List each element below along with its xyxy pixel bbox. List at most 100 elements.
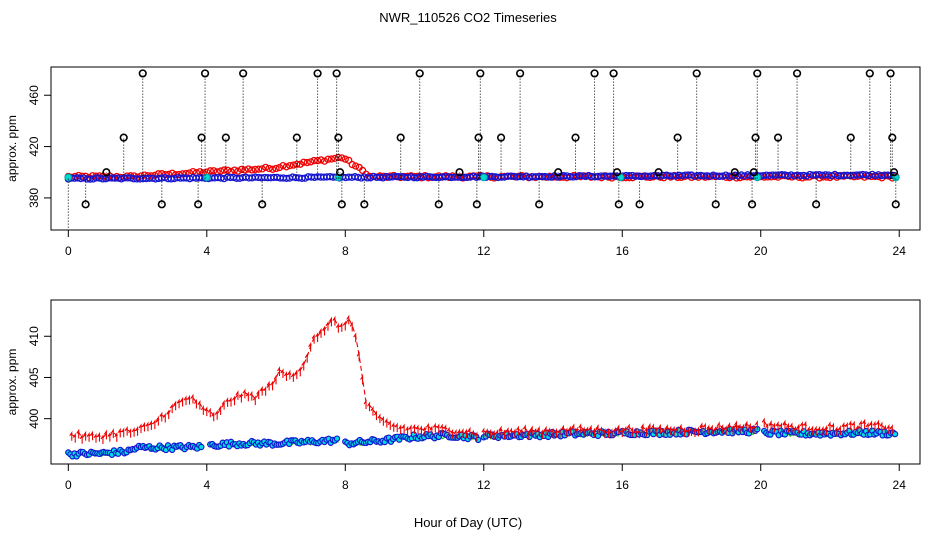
raw-sample-point — [571, 133, 580, 142]
x-tick-label: 0 — [65, 244, 72, 258]
ambient-mark — [605, 428, 609, 438]
ambient-mark — [578, 423, 582, 433]
ambient-mark — [439, 423, 443, 434]
ambient-mark — [446, 426, 450, 437]
ambient-mark — [820, 425, 824, 436]
ambient-mark — [564, 427, 568, 438]
ambient-point — [300, 158, 308, 166]
x-tick-label: 0 — [65, 478, 72, 492]
reference-point — [479, 173, 488, 182]
raw-sample-point — [865, 69, 874, 78]
ambient-mark — [259, 385, 263, 396]
ambient-point — [268, 165, 277, 173]
ambient-mark — [709, 424, 713, 435]
ambient-mark — [363, 399, 367, 410]
ambient-point — [324, 155, 332, 163]
ambient-mark — [398, 424, 402, 435]
ambient-point — [338, 154, 346, 162]
ambient-mark — [834, 426, 838, 436]
ambient-mark — [796, 423, 800, 434]
raw-sample-point — [197, 133, 206, 142]
ambient-mark — [214, 409, 218, 420]
x-tick-label: 20 — [754, 244, 768, 258]
ambient-mark — [131, 426, 135, 437]
ambient-mark — [197, 399, 201, 410]
raw-sample-point — [711, 200, 720, 209]
ambient-mark — [695, 426, 699, 437]
reference-point — [202, 173, 211, 182]
ambient-mark — [855, 424, 859, 435]
raw-sample-point — [239, 69, 248, 78]
ambient-point — [178, 170, 187, 178]
ambient-mark — [290, 372, 294, 382]
ambient-mark — [287, 369, 291, 380]
y-tick-label: 400 — [27, 408, 41, 428]
y-tick-label: 405 — [27, 367, 41, 387]
ambient-mark — [515, 425, 519, 436]
x-tick-label: 24 — [893, 478, 907, 492]
ambient-mark — [768, 420, 772, 430]
ambient-point — [345, 156, 353, 164]
ambient-mark — [166, 409, 170, 420]
ambient-mark — [349, 321, 353, 332]
ambient-point — [251, 165, 259, 174]
raw-sample-point — [792, 69, 802, 78]
ambient-mark — [100, 434, 104, 445]
raw-sample-point — [476, 69, 485, 78]
y-tick-label: 460 — [27, 85, 41, 105]
ambient-mark — [844, 421, 848, 432]
ambient-mark — [543, 425, 547, 436]
ambient-mark — [851, 420, 855, 431]
ambient-mark — [72, 432, 76, 443]
ambient-mark — [277, 366, 281, 376]
ambient-mark — [412, 423, 416, 434]
ambient-mark — [266, 380, 270, 391]
ambient-mark — [418, 425, 422, 436]
ambient-mark — [623, 425, 627, 436]
raw-sample-point — [335, 168, 345, 177]
ambient-mark — [138, 423, 142, 434]
raw-sample-point — [313, 69, 322, 78]
x-tick-label: 20 — [754, 478, 768, 492]
raw-sample-point — [747, 200, 757, 209]
ambient-mark — [872, 420, 876, 431]
raw-sample-point — [119, 133, 128, 142]
raw-sample-point — [590, 69, 599, 78]
calibrated-point — [333, 435, 341, 442]
ambient-mark — [616, 424, 620, 435]
ambient-mark — [706, 424, 710, 435]
ambient-point — [237, 165, 246, 174]
ambient-mark — [806, 425, 810, 436]
ambient-mark — [218, 405, 222, 416]
ambient-mark — [242, 388, 246, 399]
raw-sample-point — [194, 200, 203, 209]
ambient-mark — [356, 351, 360, 362]
ambient-mark — [585, 426, 589, 437]
chart-title: NWR_110526 CO2 Timeseries — [379, 10, 557, 25]
ambient-mark — [221, 399, 225, 410]
ambient-mark — [339, 322, 343, 332]
ambient-mark — [716, 421, 720, 432]
ambient-mark — [824, 425, 828, 435]
ambient-point — [341, 155, 349, 163]
ambient-point — [140, 171, 149, 179]
ambient-mark — [540, 429, 544, 439]
ambient-mark — [97, 431, 101, 442]
ambient-mark — [187, 394, 191, 405]
ambient-mark — [110, 428, 114, 439]
ambient-mark — [142, 421, 146, 432]
ambient-mark — [817, 425, 821, 436]
ambient-mark — [747, 422, 751, 433]
ambient-mark — [882, 424, 886, 435]
ambient-mark — [792, 425, 796, 436]
ambient-mark — [474, 431, 478, 442]
ambient-mark — [83, 430, 87, 441]
ambient-mark — [637, 428, 641, 439]
x-tick-label: 16 — [616, 244, 630, 258]
ambient-mark — [370, 405, 374, 416]
ambient-point — [424, 174, 433, 182]
ambient-mark — [294, 369, 298, 380]
ambient-mark — [567, 425, 571, 436]
ambient-mark — [193, 398, 197, 409]
